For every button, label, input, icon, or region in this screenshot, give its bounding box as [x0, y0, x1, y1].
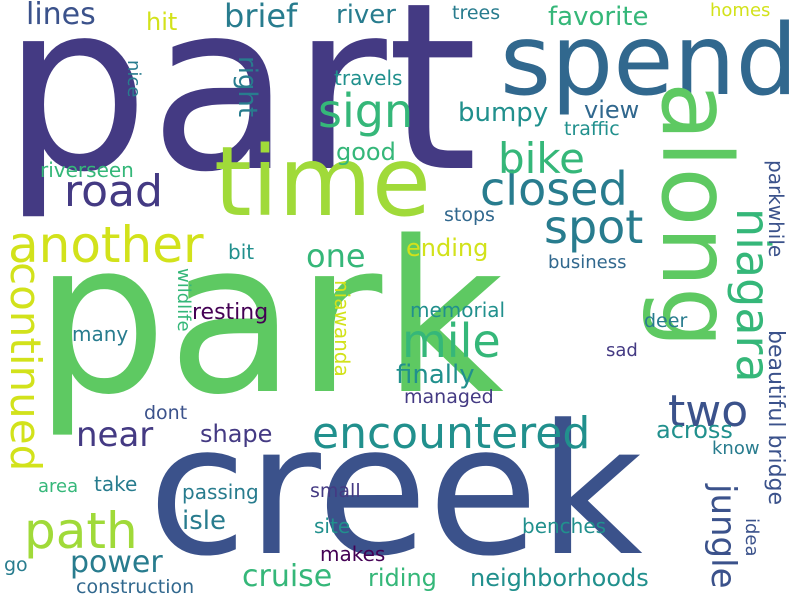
word-power: power — [70, 545, 163, 580]
word-homes: homes — [710, 0, 771, 21]
word-passing: passing — [182, 480, 259, 504]
word-trees: trees — [452, 2, 501, 24]
word-neighborhoods: neighborhoods — [470, 564, 649, 592]
word-cruise: cruise — [242, 559, 333, 594]
word-spot: spot — [544, 200, 644, 254]
word-go: go — [4, 554, 28, 576]
word-benches: benches — [522, 514, 607, 538]
word-resting: resting — [192, 300, 269, 325]
word-isle: isle — [182, 506, 226, 536]
word-deer: deer — [644, 310, 688, 332]
word-small: small — [310, 480, 361, 502]
word-stops: stops — [444, 204, 495, 226]
word-nice: nice — [123, 60, 144, 98]
word-jungle: jungle — [703, 484, 743, 589]
word-idea: idea — [741, 518, 762, 557]
word-along: along — [640, 82, 752, 349]
word-near: near — [76, 415, 154, 455]
word-hit: hit — [146, 8, 178, 36]
word-finally: finally — [396, 360, 475, 390]
word-memorial: memorial — [410, 298, 506, 322]
word-time: time — [214, 126, 431, 238]
word-creek: creek — [148, 387, 643, 596]
word-bumpy: bumpy — [458, 98, 549, 128]
word-sign: sign — [318, 84, 414, 138]
word-spend: spend — [500, 4, 798, 118]
word-path: path — [24, 502, 138, 560]
word-construction: construction — [76, 576, 195, 598]
word-beautiful-bridge: beautiful bridge — [763, 330, 788, 506]
word-two: two — [668, 386, 749, 437]
word-wildlife: wildlife — [173, 268, 194, 332]
word-parkwhile: parkwhile — [764, 160, 788, 258]
word-take: take — [94, 472, 138, 496]
word-bit: bit — [228, 240, 255, 264]
word-area: area — [38, 476, 79, 497]
word-niawanda: niawanda — [330, 280, 354, 377]
word-continued: continued — [1, 262, 50, 472]
word-mile: mile — [402, 314, 501, 368]
word-riding: riding — [368, 564, 437, 592]
word-managed: managed — [404, 386, 494, 408]
word-one: one — [306, 237, 366, 275]
word-riverseen: riverseen — [40, 158, 134, 182]
word-many: many — [72, 322, 129, 346]
word-dont: dont — [144, 402, 188, 424]
word-travels: travels — [334, 66, 403, 90]
word-road: road — [64, 166, 163, 217]
word-traffic: traffic — [564, 118, 620, 140]
word-niagara: niagara — [726, 208, 780, 383]
word-makes: makes — [320, 542, 386, 566]
word-park: park — [34, 196, 504, 441]
word-business: business — [548, 252, 627, 273]
word-another: another — [8, 216, 204, 274]
word-bike: bike — [498, 134, 585, 183]
word-know: know — [712, 438, 760, 459]
word-view: view — [584, 96, 640, 124]
word-part: part — [2, 0, 478, 223]
word-ending: ending — [406, 234, 489, 262]
word-lines: lines — [26, 0, 96, 32]
word-sad: sad — [606, 340, 638, 361]
word-shape: shape — [200, 420, 273, 448]
word-right: right — [232, 56, 262, 118]
word-good: good — [336, 138, 396, 166]
word-river: river — [336, 0, 396, 30]
word-favorite: favorite — [548, 2, 649, 32]
word-encountered: encountered — [312, 408, 591, 459]
word-closed: closed — [480, 162, 628, 216]
word-site: site — [314, 514, 351, 538]
word-brief: brief — [224, 0, 298, 35]
word-across: across — [656, 416, 733, 444]
